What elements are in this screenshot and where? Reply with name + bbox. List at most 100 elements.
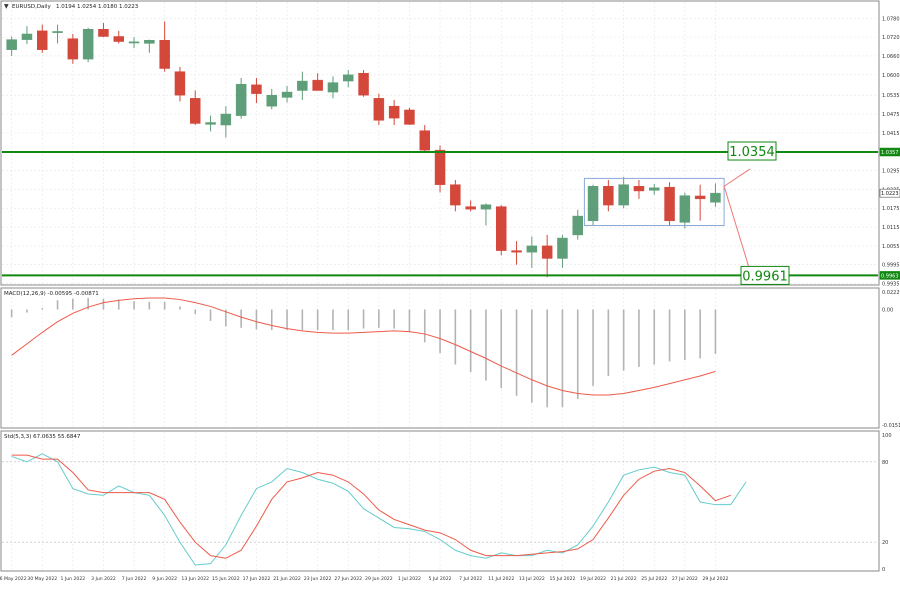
symbol-menu-icon[interactable]: ▼: [4, 3, 9, 10]
stochastic-tick-label: 80: [882, 460, 888, 466]
price-tag-label: 1.0223: [881, 191, 899, 197]
candle-body[interactable]: [496, 206, 507, 251]
price-tick-label: 1.0660: [882, 54, 900, 60]
time-tick-label: 27 Jul 2022: [672, 576, 698, 582]
price-tick-label: 1.0720: [882, 35, 900, 41]
stochastic-tick-label: 20: [882, 540, 888, 546]
candle-body[interactable]: [358, 72, 369, 96]
candle-body[interactable]: [52, 31, 63, 33]
macd-label: MACD(12,26,9) -0.00595 -0.00871: [4, 291, 99, 297]
candle-body[interactable]: [128, 41, 140, 44]
price-tick-label: 1.0600: [882, 73, 900, 79]
candle-body[interactable]: [174, 71, 186, 96]
candle-body[interactable]: [480, 204, 492, 210]
stochastic-tick-label: 100: [882, 433, 892, 439]
candle-body[interactable]: [251, 84, 262, 94]
candle-body[interactable]: [404, 109, 415, 125]
time-tick-label: 7 Jul 2022: [459, 576, 482, 582]
time-tick-label: 9 Jun 2022: [152, 576, 177, 582]
candle-body[interactable]: [6, 39, 17, 50]
candle-body[interactable]: [205, 122, 216, 125]
price-axis: 1.0780 1.0720 1.0660 1.0600 1.0535 1.0475 1.04…: [879, 16, 900, 288]
candle-body[interactable]: [694, 195, 706, 200]
candle-body[interactable]: [144, 40, 155, 44]
level-label-box: [740, 265, 790, 285]
candle-body[interactable]: [312, 79, 323, 91]
time-tick-label: 29 Jul 2022: [702, 576, 728, 582]
level-label: 0.9961: [742, 269, 788, 284]
ohlc-readout: 1.0194 1.0254 1.0180 1.0223: [56, 4, 139, 10]
price-tick-label: 1.0415: [882, 131, 900, 137]
candle-body[interactable]: [679, 195, 691, 223]
time-tick-label: 29 Jun 2022: [365, 576, 393, 582]
candle-body[interactable]: [587, 185, 599, 222]
macd-signal-line: [11, 297, 716, 396]
level-label: 1.0354: [729, 145, 775, 160]
candle-body[interactable]: [388, 105, 400, 119]
time-tick-label: 25 Jul 2022: [641, 576, 667, 582]
candle-body[interactable]: [67, 38, 79, 60]
macd-tick-label: -0.01512: [882, 423, 900, 429]
candle-body[interactable]: [281, 91, 293, 98]
candle-body[interactable]: [649, 187, 660, 191]
price-tick-label: 0.9995: [882, 263, 900, 269]
candle-body[interactable]: [603, 185, 614, 206]
time-tick-label: 26 May 2022: [0, 576, 27, 582]
time-tick-label: 11 Jul 2022: [488, 576, 514, 582]
candle-body[interactable]: [327, 82, 339, 93]
candle-body[interactable]: [526, 245, 538, 253]
price-tag-box: [879, 271, 900, 280]
candle-body[interactable]: [190, 98, 201, 124]
candle-body[interactable]: [373, 98, 385, 121]
price-tick-label: 0.9935: [882, 282, 900, 288]
candle-body[interactable]: [235, 83, 247, 116]
candle-body[interactable]: [220, 113, 232, 126]
projection-up-line: [723, 168, 751, 187]
candle-body[interactable]: [465, 206, 476, 210]
candle-body[interactable]: [297, 80, 308, 91]
candle-body[interactable]: [159, 40, 170, 69]
candle-body[interactable]: [664, 186, 675, 222]
candle-body[interactable]: [37, 30, 48, 50]
price-tick-label: 1.0175: [882, 206, 900, 212]
candle-body[interactable]: [618, 184, 629, 206]
consolidation-box[interactable]: [583, 177, 725, 226]
candle-body[interactable]: [450, 184, 461, 206]
candle-body[interactable]: [633, 185, 645, 192]
candle-body[interactable]: [710, 192, 721, 203]
price-tick-label: 1.0115: [882, 225, 900, 231]
candle-body[interactable]: [434, 149, 446, 185]
time-tick-label: 17 Jun 2022: [243, 576, 271, 582]
candle-body[interactable]: [82, 29, 94, 60]
stochastic-label: Std(5,3,3) 67.0635 55.6847: [4, 434, 81, 440]
time-tick-label: 7 Jun 2022: [122, 576, 147, 582]
macd-series: [10, 297, 717, 408]
time-tick-label: 1 Jul 2022: [398, 576, 421, 582]
candle-body[interactable]: [419, 130, 430, 151]
candle-body[interactable]: [113, 36, 124, 42]
candle-body[interactable]: [98, 29, 109, 37]
candle-body[interactable]: [343, 74, 354, 82]
candle-body[interactable]: [557, 237, 568, 259]
time-tick-label: 1 Jun 2022: [60, 576, 85, 582]
price-tick-label: 1.0475: [882, 112, 900, 118]
candle-body[interactable]: [511, 250, 522, 253]
time-tick-label: 13 Jul 2022: [519, 576, 545, 582]
candles[interactable]: [6, 21, 721, 278]
stochastic-series: [11, 453, 747, 566]
candle-body[interactable]: [21, 33, 33, 40]
price-tick-label: 1.0780: [882, 16, 900, 22]
support-resistance-levels[interactable]: 1.0354 0.9961: [2, 141, 878, 285]
candle-body[interactable]: [541, 245, 553, 259]
price-tag-box: [879, 188, 900, 198]
candle-body[interactable]: [572, 215, 583, 236]
price-tag-box: [879, 147, 900, 157]
candle-body[interactable]: [266, 94, 277, 107]
price-grid: [2, 2, 878, 284]
time-tick-label: 15 Jul 2022: [549, 576, 575, 582]
